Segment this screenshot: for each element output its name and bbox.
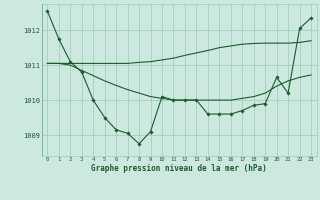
X-axis label: Graphe pression niveau de la mer (hPa): Graphe pression niveau de la mer (hPa) xyxy=(91,164,267,173)
